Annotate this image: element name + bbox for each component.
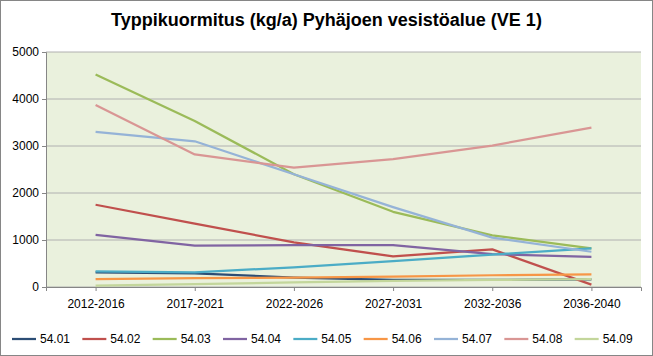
legend-label: 54.05 <box>321 332 351 346</box>
legend-item: 54.04 <box>223 332 281 346</box>
y-tick: 2000 <box>12 186 46 200</box>
y-tick-label: 1000 <box>12 233 39 247</box>
series-line <box>96 248 592 272</box>
x-tick-label: 2036-2040 <box>563 297 621 311</box>
legend-item: 54.02 <box>82 332 140 346</box>
x-tick-mark <box>294 287 295 291</box>
y-tick-mark <box>42 146 46 147</box>
legend-swatch <box>12 338 36 340</box>
legend-swatch <box>364 338 388 340</box>
legend-label: 54.02 <box>110 332 140 346</box>
x-axis-line <box>47 288 642 292</box>
legend-item: 54.01 <box>12 332 70 346</box>
legend-swatch <box>293 338 317 340</box>
x-axis: 2012-2016 2017-2021 2022-2026 2027-2031 2032… <box>47 287 642 311</box>
legend-item: 54.09 <box>575 332 633 346</box>
legend-item: 54.06 <box>364 332 422 346</box>
x-tick: 2017-2021 <box>167 287 225 311</box>
x-tick: 2027-2031 <box>365 287 423 311</box>
x-tick-label: 2022-2026 <box>266 297 324 311</box>
x-tick-label: 2012-2016 <box>67 297 125 311</box>
legend-swatch <box>223 338 247 340</box>
plot: 0100020003000400050002012-20162017-20212… <box>12 45 641 311</box>
series-line <box>96 132 592 252</box>
y-tick-label: 2000 <box>12 186 39 200</box>
legend-item: 54.08 <box>504 332 562 346</box>
legend-swatch <box>153 338 177 340</box>
legend-swatch <box>575 338 599 340</box>
series-line <box>96 274 592 279</box>
y-tick-label: 5000 <box>12 45 39 59</box>
y-tick-label: 3000 <box>12 139 39 153</box>
legend-label: 54.07 <box>462 332 492 346</box>
y-tick-mark <box>42 240 46 241</box>
x-tick: 2032-2036 <box>464 287 522 311</box>
series-line <box>96 75 592 249</box>
series-line <box>96 279 592 286</box>
y-tick: 1000 <box>12 233 46 247</box>
x-tick: 2022-2026 <box>266 287 324 311</box>
grid-line <box>46 146 641 147</box>
y-tick-mark <box>42 287 46 288</box>
y-tick-label: 0 <box>32 280 39 294</box>
y-axis-line <box>42 53 47 288</box>
x-tick-mark <box>591 287 592 291</box>
chart-frame <box>1 1 653 356</box>
y-tick: 5000 <box>12 45 46 59</box>
grid-line <box>46 99 641 100</box>
series-group <box>96 75 592 286</box>
x-tick: 2012-2016 <box>67 287 125 311</box>
legend-item: 54.03 <box>153 332 211 346</box>
grid-line <box>46 52 641 53</box>
x-tick-mark <box>492 287 493 291</box>
grid <box>46 52 641 287</box>
series-line <box>96 205 592 285</box>
y-tick-mark <box>42 193 46 194</box>
legend-swatch <box>504 338 528 340</box>
title: Typpikuormitus (kg/a) Pyhäjoen vesistöal… <box>111 10 542 30</box>
y-tick-mark <box>42 99 46 100</box>
legend-label: 54.03 <box>181 332 211 346</box>
x-tick: 2036-2040 <box>563 287 621 311</box>
x-tick-label: 2027-2031 <box>365 297 423 311</box>
legend-swatch <box>434 338 458 340</box>
x-tick-label: 2017-2021 <box>167 297 225 311</box>
y-tick: 0 <box>32 280 46 294</box>
legend-item: 54.07 <box>434 332 492 346</box>
legend: 54.01 54.02 54.03 54.04 54.05 54.06 54.07 54.08… <box>12 332 633 346</box>
x-tick-mark <box>393 287 394 291</box>
legend-swatch <box>82 338 106 340</box>
legend-label: 54.08 <box>532 332 562 346</box>
legend-item: 54.05 <box>293 332 351 346</box>
y-tick: 3000 <box>12 139 46 153</box>
legend-label: 54.09 <box>603 332 633 346</box>
series-line <box>96 105 592 168</box>
legend-label: 54.01 <box>40 332 70 346</box>
y-tick-label: 4000 <box>12 92 39 106</box>
y-axis: 0 1000 2000 3000 4000 5000 <box>12 45 46 294</box>
x-tick-label: 2032-2036 <box>464 297 522 311</box>
legend-label: 54.04 <box>251 332 281 346</box>
chart: Typpikuormitus (kg/a) Pyhäjoen vesistöal… <box>0 0 653 356</box>
x-tick-mark <box>195 287 196 291</box>
legend-label: 54.06 <box>392 332 422 346</box>
plot-background <box>46 52 641 287</box>
x-tick-mark <box>96 287 97 291</box>
y-tick: 4000 <box>12 92 46 106</box>
y-tick-mark <box>42 52 46 53</box>
